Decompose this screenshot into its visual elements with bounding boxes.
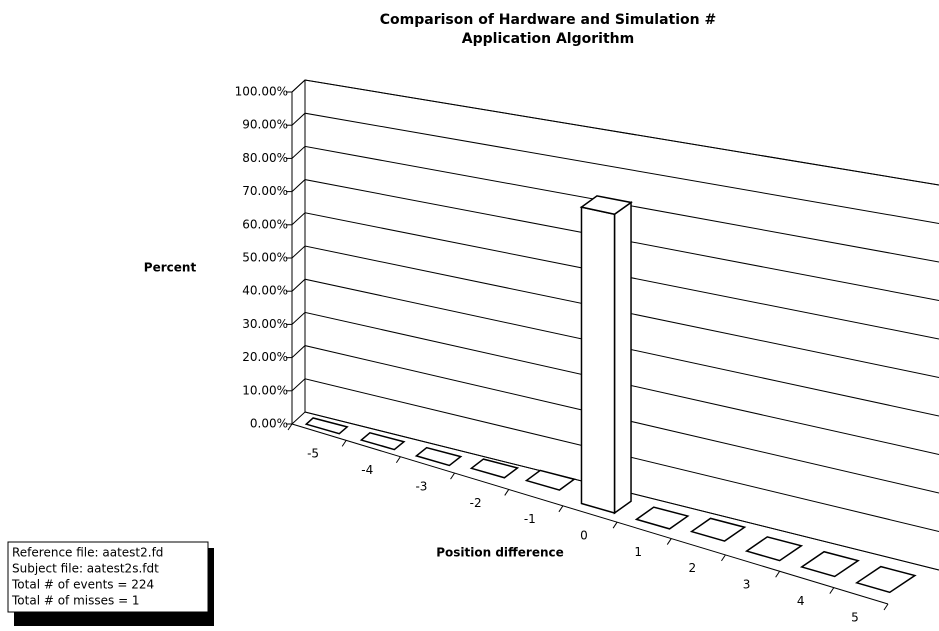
y-tick-label: 0.00% <box>250 417 288 431</box>
bar-face <box>689 517 747 542</box>
x-tick <box>395 456 401 464</box>
x-tick <box>666 538 672 545</box>
bar-face <box>744 536 804 562</box>
grid-line <box>291 79 939 186</box>
y-tick-label: 30.00% <box>242 317 288 331</box>
bar-face <box>613 200 632 515</box>
x-tick-label: -4 <box>361 463 373 477</box>
note: Reference file: aatest2.fd <box>12 546 163 560</box>
x-tick-label: -1 <box>524 512 536 526</box>
bar <box>359 432 406 451</box>
grid-line <box>291 212 939 340</box>
bar-face <box>304 417 349 435</box>
y-tick-label: 70.00% <box>242 184 288 198</box>
y-tick-label: 10.00% <box>242 383 288 397</box>
x-tick <box>341 440 347 447</box>
x-tick <box>612 521 618 529</box>
chart-title: Comparison of Hardware and Simulation # <box>380 12 716 28</box>
bar <box>634 506 690 530</box>
grid-line <box>291 411 939 571</box>
grid-line <box>291 145 939 263</box>
bar-face <box>580 206 616 515</box>
x-tick-label: 0 <box>580 529 588 543</box>
bar-face <box>579 195 633 216</box>
x-tick <box>558 505 564 513</box>
bar <box>469 458 520 479</box>
x-tick-label: 4 <box>797 594 805 608</box>
grid-line <box>291 179 939 301</box>
chart-title: Application Algorithm <box>462 31 634 47</box>
x-tick <box>721 554 726 562</box>
axis <box>291 423 889 605</box>
y-tick-label: 80.00% <box>242 151 288 165</box>
bar-face <box>359 432 406 451</box>
x-tick <box>450 472 455 480</box>
grid-line <box>291 112 939 224</box>
x-axis-label: Position difference <box>436 546 564 560</box>
grid-line <box>291 311 939 455</box>
x-tick-label: -5 <box>307 447 319 461</box>
y-axis-label: Percent <box>144 261 197 275</box>
grid-line <box>291 345 939 494</box>
x-tick <box>883 603 889 611</box>
y-tick-label: 90.00% <box>242 118 288 132</box>
bar-face <box>799 550 860 578</box>
x-tick-label: 5 <box>851 610 859 624</box>
x-tick-label: 1 <box>634 545 642 559</box>
y-tick-label: 20.00% <box>242 350 288 364</box>
bar <box>579 195 633 515</box>
bar <box>744 536 804 562</box>
x-tick-label: -3 <box>415 479 427 493</box>
note: Total # of events = 224 <box>11 578 154 592</box>
bar-face <box>414 446 463 467</box>
bar <box>854 565 917 594</box>
y-tick-label: 60.00% <box>242 217 288 231</box>
y-tick-label: 50.00% <box>242 251 288 265</box>
x-tick <box>287 423 293 431</box>
bar-face <box>469 458 520 479</box>
bar <box>414 446 463 467</box>
x-tick <box>829 587 835 594</box>
bar <box>799 550 860 578</box>
grid-line <box>291 245 939 378</box>
x-tick-label: 2 <box>689 561 697 575</box>
grid-line <box>291 278 939 417</box>
x-tick <box>504 489 510 496</box>
y-tick-label: 40.00% <box>242 284 288 298</box>
note: Total # of misses = 1 <box>11 594 140 608</box>
x-tick <box>775 570 781 578</box>
bar-face <box>634 506 690 530</box>
note-box <box>7 541 209 613</box>
x-tick-label: 3 <box>743 578 751 592</box>
x-tick-label: -2 <box>470 496 482 510</box>
bar-face <box>524 469 576 491</box>
y-tick-label: 100.00% <box>235 85 288 99</box>
bar <box>304 417 349 435</box>
bar-face <box>854 565 917 594</box>
bar <box>524 469 576 491</box>
grid-line <box>291 378 939 532</box>
bar <box>689 517 747 542</box>
note: Subject file: aatest2s.fdt <box>12 562 159 576</box>
